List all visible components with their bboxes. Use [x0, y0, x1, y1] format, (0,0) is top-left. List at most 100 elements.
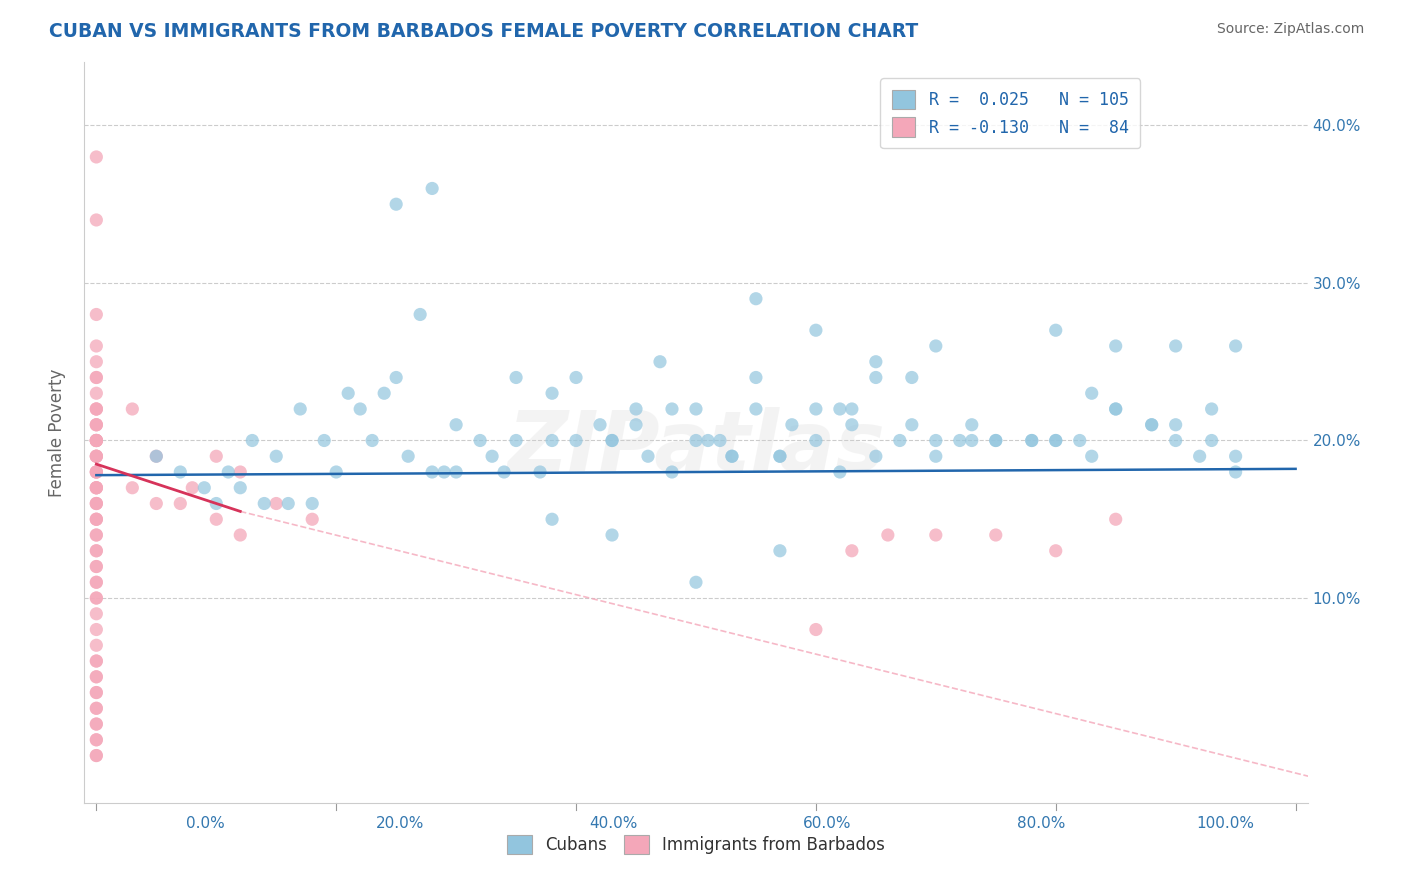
Point: [865, 355, 887, 369]
Point: [1201, 434, 1223, 448]
Point: [86, 717, 108, 731]
Point: [984, 434, 1007, 448]
Point: [86, 402, 108, 417]
Point: [865, 449, 887, 463]
Point: [86, 670, 108, 684]
Point: [86, 528, 108, 542]
Point: [86, 402, 108, 417]
Point: [86, 559, 108, 574]
Point: [721, 449, 744, 463]
Point: [253, 496, 276, 510]
Y-axis label: Female Poverty: Female Poverty: [48, 368, 66, 497]
Point: [301, 496, 323, 510]
Point: [1140, 417, 1163, 432]
Point: [1069, 434, 1091, 448]
Point: [685, 402, 707, 417]
Point: [661, 465, 683, 479]
Point: [889, 434, 911, 448]
Point: [86, 402, 108, 417]
Point: [876, 528, 898, 542]
Point: [600, 434, 623, 448]
Point: [86, 543, 108, 558]
Text: 0.0%: 0.0%: [187, 816, 225, 831]
Point: [804, 402, 827, 417]
Point: [925, 339, 948, 353]
Point: [1080, 386, 1102, 401]
Point: [1045, 434, 1067, 448]
Point: [685, 575, 707, 590]
Point: [529, 465, 551, 479]
Point: [314, 434, 336, 448]
Point: [1045, 543, 1067, 558]
Point: [86, 481, 108, 495]
Point: [1140, 417, 1163, 432]
Point: [925, 449, 948, 463]
Text: 100.0%: 100.0%: [1197, 816, 1254, 831]
Point: [624, 417, 647, 432]
Point: [769, 449, 792, 463]
Point: [468, 434, 491, 448]
Point: [86, 465, 108, 479]
Point: [86, 308, 108, 322]
Point: [86, 417, 108, 432]
Point: [181, 481, 204, 495]
Point: [121, 402, 143, 417]
Point: [709, 434, 731, 448]
Point: [169, 465, 191, 479]
Point: [229, 465, 252, 479]
Point: [541, 386, 564, 401]
Point: [589, 417, 612, 432]
Point: [86, 623, 108, 637]
Point: [505, 370, 527, 384]
Point: [86, 449, 108, 463]
Point: [86, 591, 108, 605]
Point: [1164, 339, 1187, 353]
Point: [86, 512, 108, 526]
Point: [901, 417, 924, 432]
Point: [86, 748, 108, 763]
Point: [745, 402, 768, 417]
Point: [86, 386, 108, 401]
Text: 60.0%: 60.0%: [803, 816, 852, 831]
Text: 40.0%: 40.0%: [589, 816, 638, 831]
Point: [86, 701, 108, 715]
Point: [229, 528, 252, 542]
Point: [86, 559, 108, 574]
Point: [1080, 449, 1102, 463]
Point: [86, 481, 108, 495]
Point: [264, 496, 287, 510]
Point: [841, 417, 863, 432]
Point: [984, 434, 1007, 448]
Point: [86, 496, 108, 510]
Point: [1225, 339, 1247, 353]
Point: [86, 449, 108, 463]
Point: [865, 370, 887, 384]
Point: [1045, 323, 1067, 337]
Point: [290, 402, 312, 417]
Point: [86, 434, 108, 448]
Point: [205, 512, 228, 526]
Point: [396, 449, 419, 463]
Point: [205, 449, 228, 463]
Point: [444, 417, 467, 432]
Point: [949, 434, 972, 448]
Point: [444, 465, 467, 479]
Point: [86, 434, 108, 448]
Point: [481, 449, 503, 463]
Point: [1188, 449, 1211, 463]
Point: [86, 670, 108, 684]
Point: [600, 434, 623, 448]
Point: [86, 417, 108, 432]
Point: [86, 638, 108, 652]
Point: [205, 496, 228, 510]
Point: [86, 339, 108, 353]
Text: 80.0%: 80.0%: [1017, 816, 1066, 831]
Point: [433, 465, 456, 479]
Point: [86, 512, 108, 526]
Point: [780, 417, 803, 432]
Point: [86, 370, 108, 384]
Point: [86, 465, 108, 479]
Point: [86, 417, 108, 432]
Point: [541, 434, 564, 448]
Point: [240, 434, 263, 448]
